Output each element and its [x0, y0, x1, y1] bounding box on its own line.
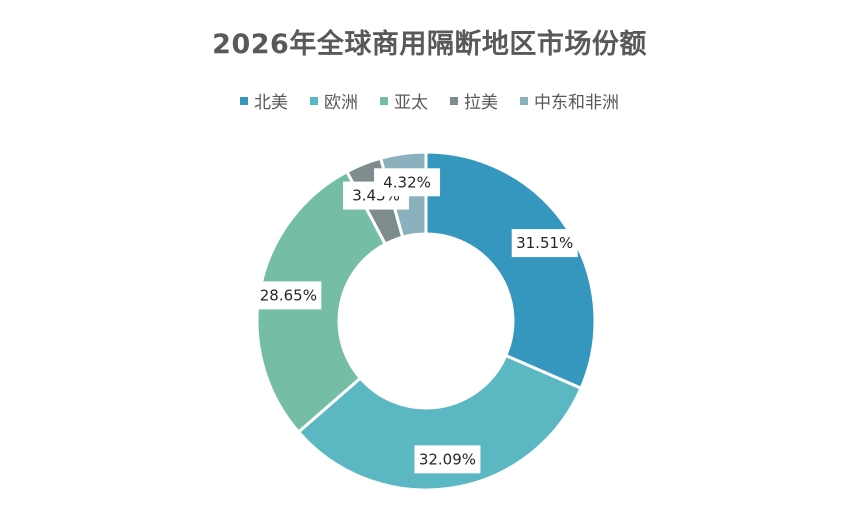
data-label-asia-pacific: 28.65%	[255, 281, 322, 310]
data-label-background	[414, 445, 481, 474]
slice-north-america	[424, 150, 597, 390]
data-label-north-america: 31.51%	[511, 229, 578, 258]
data-label-text: 32.09%	[419, 450, 476, 468]
data-label-text: 4.32%	[383, 173, 431, 191]
data-label-middle-east-africa: 4.32%	[374, 168, 441, 197]
legend-label: 拉美	[464, 93, 498, 113]
legend-label: 北美	[254, 93, 288, 113]
legend-swatch	[520, 96, 528, 105]
data-label-text: 28.65%	[260, 286, 317, 304]
legend-swatch	[450, 96, 458, 105]
legend-item-north-america: 北美	[240, 88, 288, 113]
legend-item-europe: 欧洲	[310, 88, 358, 113]
data-label-text: 31.51%	[516, 234, 573, 252]
data-label-background	[374, 168, 441, 197]
legend-swatch	[380, 96, 388, 105]
donut-slices	[255, 150, 597, 492]
data-label-background	[511, 229, 578, 258]
legend-label: 欧洲	[324, 93, 358, 113]
legend-swatch	[310, 96, 318, 105]
legend-label: 中东和非洲	[534, 93, 619, 113]
chart-title: 2026年全球商用隔断地区市场份额	[212, 29, 647, 60]
legend-label: 亚太	[394, 93, 428, 113]
data-labels: 31.51%32.09%28.65%3.43%4.32%	[255, 168, 578, 474]
data-label-background	[255, 281, 322, 310]
legend-item-latin-america: 拉美	[450, 88, 498, 113]
legend-item-middle-east-africa: 中东和非洲	[520, 88, 619, 113]
legend: 北美 欧洲 亚太 拉美 中东和非洲	[0, 88, 859, 113]
legend-swatch	[240, 96, 248, 105]
slice-europe	[297, 354, 583, 492]
data-label-europe: 32.09%	[414, 445, 481, 474]
legend-item-asia-pacific: 亚太	[380, 88, 428, 113]
